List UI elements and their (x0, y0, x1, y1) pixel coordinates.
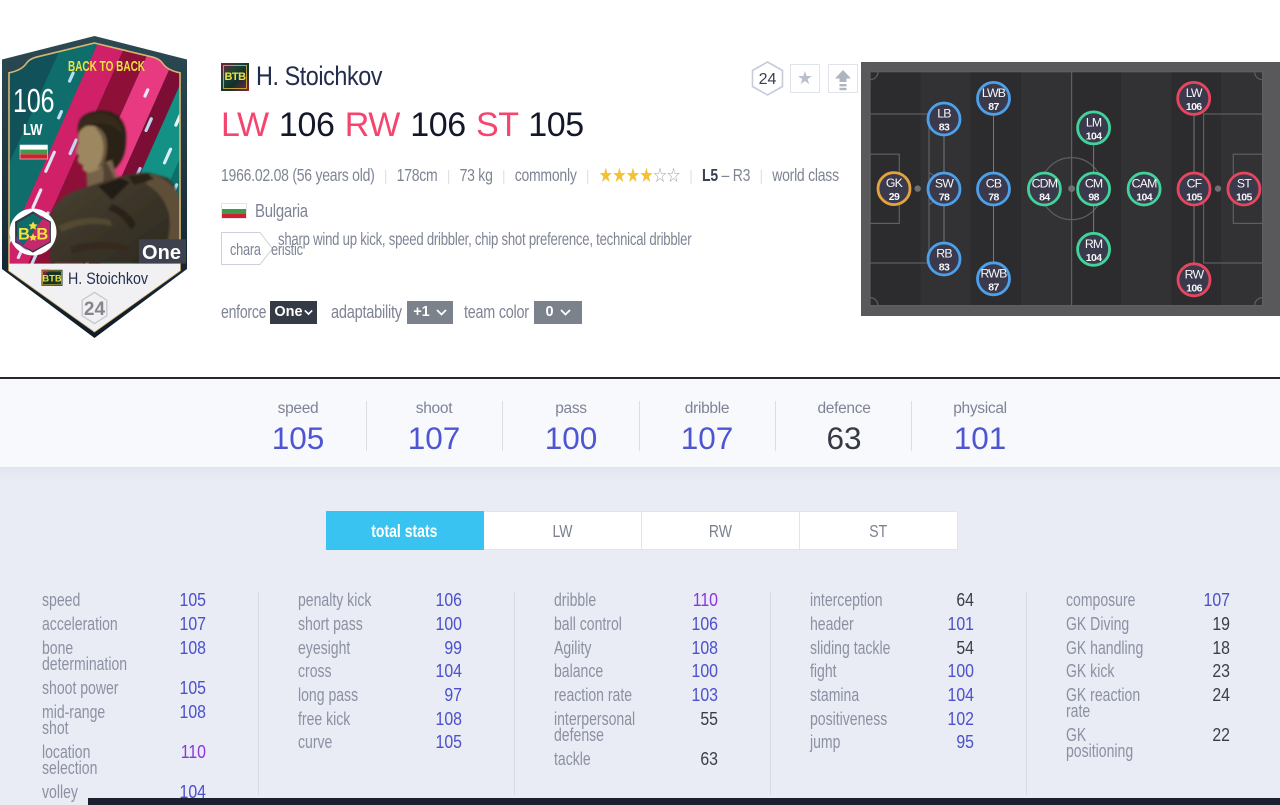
svg-text:B: B (18, 226, 30, 244)
svg-text:87: 87 (988, 281, 999, 293)
svg-text:CF: CF (1187, 177, 1203, 191)
svg-text:RWB: RWB (980, 266, 1007, 280)
svg-text:CDM: CDM (1032, 177, 1058, 191)
svg-text:24: 24 (84, 299, 106, 320)
svg-text:24: 24 (759, 71, 777, 88)
svg-text:GK: GK (886, 176, 904, 190)
svg-text:105: 105 (1186, 192, 1202, 204)
svg-text:LWB: LWB (982, 86, 1006, 100)
svg-text:78: 78 (939, 192, 950, 204)
svg-text:CM: CM (1085, 177, 1103, 191)
svg-text:LW: LW (23, 122, 43, 139)
svg-text:LB: LB (937, 107, 951, 121)
svg-text:LW: LW (1186, 86, 1203, 100)
svg-text:83: 83 (939, 122, 950, 134)
svg-text:105: 105 (1236, 192, 1252, 204)
svg-text:106: 106 (1186, 282, 1202, 294)
svg-text:H. Stoichkov: H. Stoichkov (68, 270, 149, 288)
svg-text:CB: CB (986, 177, 1002, 191)
svg-text:RW: RW (1185, 267, 1205, 281)
svg-text:84: 84 (1039, 192, 1050, 204)
svg-text:104: 104 (1086, 130, 1102, 142)
svg-text:ST: ST (1237, 177, 1252, 191)
svg-text:BACK TO BACK: BACK TO BACK (68, 59, 145, 75)
svg-text:104: 104 (1136, 192, 1152, 204)
svg-text:LM: LM (1086, 115, 1102, 129)
svg-text:106: 106 (13, 82, 55, 119)
svg-text:29: 29 (889, 191, 900, 203)
svg-text:78: 78 (988, 192, 999, 204)
svg-text:106: 106 (1186, 101, 1202, 113)
svg-text:104: 104 (1086, 252, 1102, 264)
svg-text:RM: RM (1085, 237, 1103, 251)
svg-text:B: B (36, 226, 48, 244)
svg-text:87: 87 (988, 101, 999, 113)
svg-text:SW: SW (935, 177, 954, 191)
svg-text:83: 83 (939, 262, 950, 274)
svg-text:BTB: BTB (42, 274, 62, 285)
svg-text:RB: RB (936, 247, 952, 261)
svg-text:CAM: CAM (1132, 177, 1157, 191)
svg-text:One: One (142, 242, 181, 264)
svg-text:98: 98 (1088, 192, 1099, 204)
